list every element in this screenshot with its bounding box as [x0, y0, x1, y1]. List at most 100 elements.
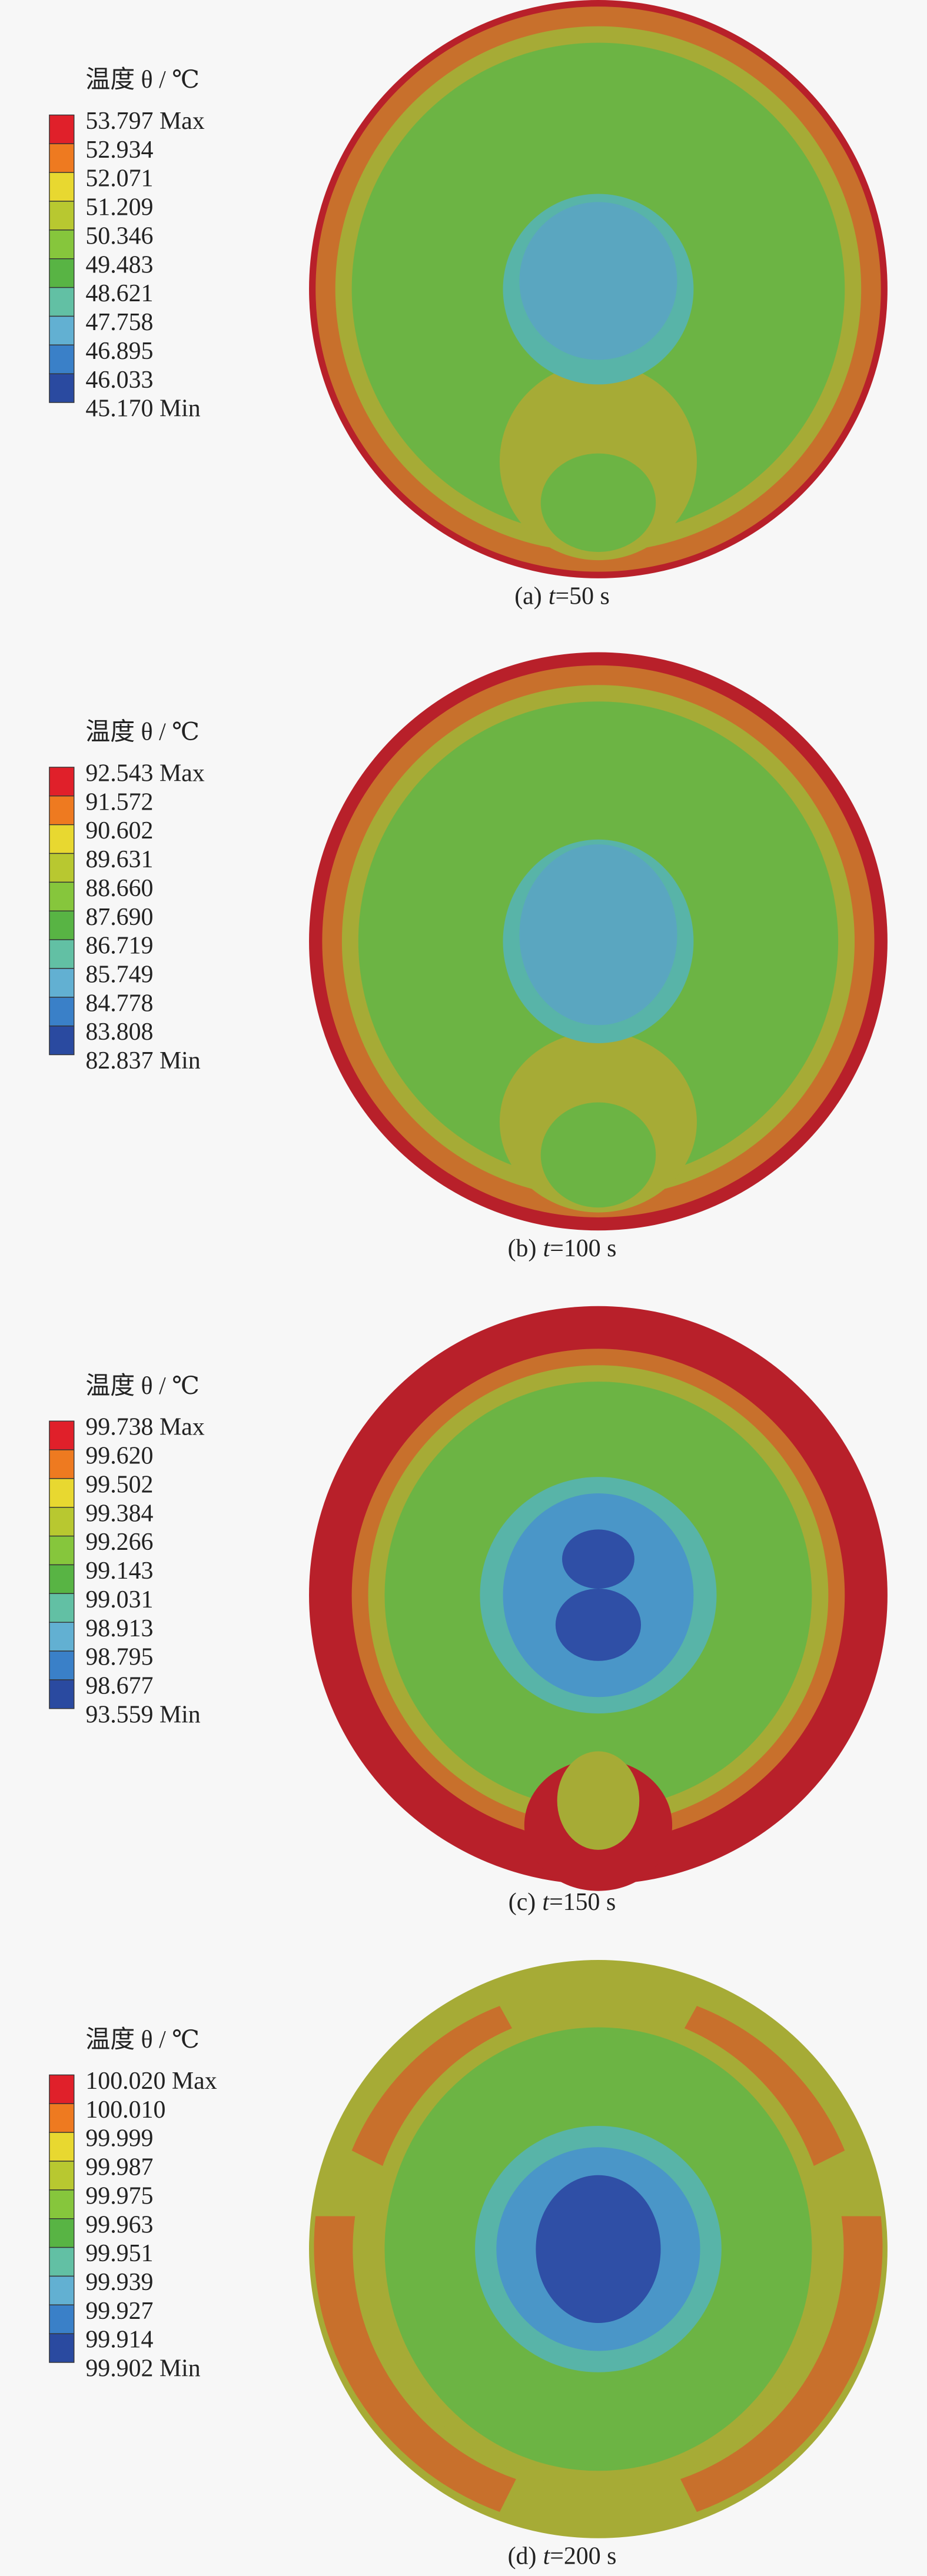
legend-swatch: [49, 2189, 75, 2219]
legend-swatch: [49, 968, 75, 998]
contour-region: [555, 1588, 642, 1661]
legend-label: 98.795: [85, 1644, 153, 1671]
legend-label: 93.559 Min: [85, 1701, 200, 1728]
contour-plot: [309, 0, 888, 578]
legend-swatch: [49, 1507, 75, 1537]
contour-region: [519, 844, 677, 1026]
legend-swatch: [49, 910, 75, 940]
legend-label: 91.572: [85, 788, 153, 816]
legend-swatch: [49, 258, 75, 288]
legend-swatch: [49, 172, 75, 202]
legend-swatch: [49, 939, 75, 969]
legend-swatch: [49, 143, 75, 173]
legend-label: 99.031: [85, 1586, 153, 1613]
caption-value: =200 s: [550, 2542, 616, 2570]
panel: 温度 θ / ℃ 53.797 Max52.93452.07151.20950.3…: [49, 0, 888, 610]
legend-swatch: [49, 344, 75, 374]
caption-label: (c): [509, 1889, 536, 1916]
caption-value: =100 s: [550, 1234, 616, 1262]
legend-swatch: [49, 315, 75, 346]
contour-plot: [309, 1306, 888, 1891]
legend-swatch: [49, 881, 75, 911]
legend-label: 99.266: [85, 1529, 153, 1556]
legend-swatch: [49, 796, 75, 826]
legend-swatch: [49, 201, 75, 231]
hot-band: [680, 2216, 883, 2512]
legend-swatch: [49, 1679, 75, 1709]
legend-swatch: [49, 287, 75, 317]
caption-value: =50 s: [556, 583, 610, 610]
legend-swatch: [49, 1449, 75, 1479]
legend-label: 99.738 Max: [85, 1414, 204, 1441]
legend-swatch: [49, 1564, 75, 1595]
legend-label: 50.346: [85, 222, 153, 249]
legend-swatch: [49, 2074, 75, 2104]
legend-label: 92.543 Max: [85, 760, 204, 787]
legend-swatch: [49, 824, 75, 854]
caption-variable: t: [542, 1889, 550, 1916]
caption-variable: t: [543, 1234, 551, 1262]
legend-label: 82.837 Min: [85, 1047, 200, 1074]
legend-swatch: [49, 1478, 75, 1508]
legend-label: 99.143: [85, 1557, 153, 1585]
legend-label: 98.913: [85, 1615, 153, 1642]
legend-title: 温度 θ / ℃: [85, 719, 200, 746]
legend-swatch: [49, 1650, 75, 1680]
caption-variable: t: [549, 583, 556, 610]
legend-title: 温度 θ / ℃: [85, 2026, 200, 2054]
legend-label: 88.660: [85, 875, 153, 902]
legend-label: 99.999: [85, 2125, 153, 2152]
contour-plot: [309, 1959, 888, 2538]
legend-label: 99.384: [85, 1500, 153, 1527]
legend-swatch: [49, 2218, 75, 2248]
legend-label: 46.033: [85, 367, 153, 394]
legend-swatch: [49, 853, 75, 883]
legend-swatch: [49, 2304, 75, 2334]
legend-swatch: [49, 1593, 75, 1623]
legend-label: 99.963: [85, 2211, 153, 2238]
legend-swatch: [49, 1420, 75, 1450]
caption-label: (d): [508, 2542, 537, 2570]
legend-label: 83.808: [85, 1019, 153, 1046]
legend-label: 99.914: [85, 2327, 153, 2354]
caption: (b) t=100 s: [508, 1234, 617, 1262]
legend-label: 99.902 Min: [85, 2355, 200, 2382]
legend-label: 99.939: [85, 2269, 153, 2296]
legend-label: 85.749: [85, 961, 153, 989]
legend-swatch: [49, 767, 75, 797]
contour-region: [540, 1102, 656, 1208]
legend-label: 99.987: [85, 2154, 153, 2181]
contour-region: [562, 1529, 634, 1589]
caption-value: =150 s: [549, 1889, 616, 1916]
legend-swatch: [49, 373, 75, 403]
legend-swatch: [49, 2246, 75, 2277]
caption: (a) t=50 s: [514, 583, 610, 610]
legend-label: 86.719: [85, 933, 153, 960]
legend-swatch: [49, 2103, 75, 2133]
legend-label: 100.010: [85, 2096, 165, 2124]
legend-swatch: [49, 2275, 75, 2306]
legend-label: 84.778: [85, 990, 153, 1017]
legend-swatch: [49, 2161, 75, 2191]
caption: (c) t=150 s: [509, 1889, 616, 1916]
legend-label: 52.934: [85, 137, 153, 164]
legend-label: 87.690: [85, 904, 153, 931]
legend-swatch: [49, 1025, 75, 1056]
legend-label: 48.621: [85, 280, 153, 307]
legend-label: 51.209: [85, 194, 153, 221]
legend-swatch: [49, 997, 75, 1027]
contour-region: [536, 2175, 661, 2324]
legend-label: 99.927: [85, 2298, 153, 2325]
contour-region: [519, 202, 677, 360]
legend-label: 45.170 Min: [85, 395, 200, 422]
caption: (d) t=200 s: [508, 2542, 617, 2570]
legend-label: 98.677: [85, 1672, 153, 1699]
legend-title: 温度 θ / ℃: [85, 1373, 200, 1400]
legend-swatch: [49, 1622, 75, 1652]
legend-label: 89.631: [85, 846, 153, 873]
contour-region: [557, 1751, 640, 1850]
legend-label: 49.483: [85, 251, 153, 278]
legend-label: 99.951: [85, 2240, 153, 2267]
